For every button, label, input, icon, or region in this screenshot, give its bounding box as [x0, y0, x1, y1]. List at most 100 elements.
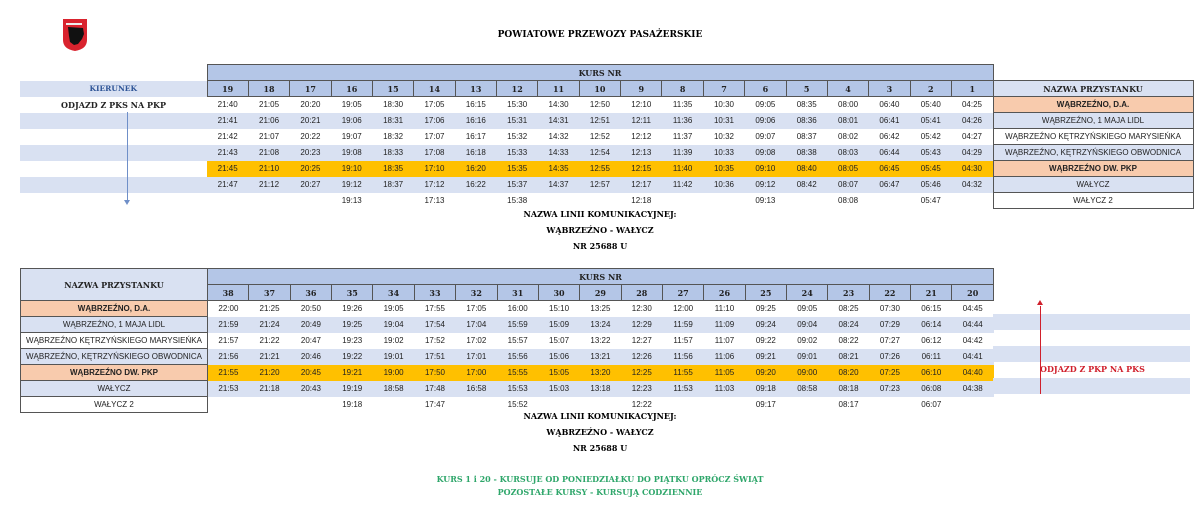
course-number: 29	[579, 284, 622, 301]
departure-time: 21:57	[218, 336, 239, 345]
note: POZOSTAŁE KURSY - KURSUJĄ CODZIENNIE	[497, 487, 703, 497]
departure-time: 12:13	[620, 144, 662, 161]
departure-time: 08:35	[796, 100, 817, 110]
kierunek-cell	[20, 144, 207, 161]
departure-time: 11:35	[672, 100, 693, 110]
departure-time: 19:01	[372, 348, 415, 365]
departure-time: 08:07	[827, 176, 869, 193]
kierunek-cell	[20, 112, 207, 129]
table-row: WĄBRZEŹNO DW. PKP 21:55 21:20 20:45 19:21 19:…	[20, 364, 994, 381]
departure-time: 12:27	[631, 336, 652, 345]
course-number: 8	[661, 80, 704, 97]
departure-time: 19:02	[383, 336, 404, 345]
departure-time: 09:21	[745, 348, 787, 365]
departure-time: 17:04	[455, 316, 498, 333]
departure-time: 19:08	[331, 144, 373, 161]
course-number: 28	[620, 284, 663, 301]
stop-name: WAŁYCZ 2	[992, 192, 1194, 209]
departure-time: 21:22	[259, 336, 280, 345]
course-number-row: KIERUNEK 19 18 17 16 15 14 13 12 11 10 9 8 7 6 5 4 3 2 1 NAZ…	[20, 80, 1194, 97]
departure-time: 15:30	[507, 100, 528, 110]
departure-time: 09:20	[745, 364, 787, 381]
departure-time: 08:03	[827, 144, 869, 161]
course-number: 18	[247, 80, 291, 97]
stop-name: WĄBRZEŹNO, 1 MAJA LIDL	[992, 112, 1194, 129]
departure-time: 17:01	[455, 348, 498, 365]
departure-time: 15:05	[538, 364, 580, 381]
departure-time: 21:40	[217, 100, 238, 110]
departure-time: 06:40	[879, 100, 900, 110]
departure-time: 21:20	[248, 364, 291, 381]
departure-time: 11:39	[661, 144, 704, 161]
departure-time: 12:29	[621, 316, 663, 333]
header-row: KURS NR	[20, 64, 1193, 81]
departure-time: 19:22	[331, 348, 373, 365]
course-number: 33	[413, 284, 457, 301]
table-row: ODJAZD Z PKS NA PKP 21:40 21:05 20:20 19:05 1…	[20, 96, 1194, 113]
departure-time: 10:33	[703, 144, 745, 161]
course-number: 3	[868, 80, 911, 97]
departure-time: 10:36	[703, 176, 745, 193]
course-number: 21	[910, 284, 953, 301]
table-row: 21:41 21:06 20:21 19:06 18:31 17:06 16:16 15:31…	[20, 112, 1194, 129]
departure-time: 09:18	[745, 380, 787, 397]
departure-time: 14:35	[537, 160, 580, 177]
departure-time: 17:52	[424, 336, 445, 345]
course-number: 20	[951, 284, 995, 301]
departure-time: 19:05	[341, 100, 362, 110]
departure-time: 17:10	[413, 160, 456, 177]
departure-time: 04:41	[951, 348, 994, 365]
departure-time: 07:26	[869, 348, 911, 365]
departure-time: 08:25	[838, 304, 859, 314]
course-number: 19	[206, 80, 249, 97]
departure-time: 05:46	[910, 176, 952, 193]
departure-time: 10:35	[703, 160, 745, 177]
departure-time: 05:45	[910, 160, 952, 177]
departure-time: 04:29	[951, 144, 994, 161]
departure-time: 12:26	[621, 348, 663, 365]
table-row: WAŁYCZ 21:53 21:18 20:43 19:19 18:58 17:48 16:5…	[20, 380, 994, 397]
departure-time	[455, 193, 496, 209]
departure-time: 08:22	[838, 336, 859, 345]
departure-time: 20:25	[289, 160, 332, 177]
departure-time: 06:07	[921, 400, 942, 409]
departure-time: 20:47	[300, 336, 321, 345]
departure-time: 20:27	[289, 176, 332, 193]
departure-time: 19:23	[342, 336, 363, 345]
departure-time: 12:23	[621, 380, 663, 397]
departure-time: 21:41	[207, 112, 249, 129]
departure-time: 12:50	[589, 100, 610, 110]
departure-time	[579, 193, 620, 209]
line-label: NAZWA LINII KOMUNIKACYJNEJ:	[523, 411, 677, 421]
departure-time: 17:08	[413, 144, 456, 161]
departure-time: 12:10	[631, 100, 652, 110]
departure-time: 17:02	[466, 336, 487, 345]
departure-time: 07:30	[879, 304, 900, 314]
table-row: WĄBRZEŹNO, 1 MAJA LIDL 21:59 21:24 20:49 19:…	[20, 316, 994, 333]
departure-time: 19:26	[342, 304, 363, 314]
departure-time: 12:54	[579, 144, 621, 161]
note: KURS 1 i 20 - KURSUJE OD PONIEDZIAŁKU DO…	[436, 474, 764, 484]
departure-time: 21:12	[248, 176, 290, 193]
stop-name: WĄBRZEŹNO, 1 MAJA LIDL	[20, 316, 208, 333]
side-band	[993, 346, 1190, 362]
kurs-nr-header: KURS NR	[206, 268, 995, 285]
direction-label: ODJAZD Z PKS NA PKP	[61, 99, 166, 110]
departure-time: 09:04	[786, 316, 828, 333]
departure-time: 21:21	[248, 348, 291, 365]
departure-time: 11:53	[662, 380, 704, 397]
departure-time: 14:37	[537, 176, 580, 193]
stop-name: WAŁYCZ	[992, 176, 1194, 193]
departure-time: 14:32	[548, 132, 569, 141]
stop-name: WĄBRZEŹNO KĘTRZYŃSKIEGO MARYSIEŃKA	[992, 128, 1194, 145]
departure-time: 06:45	[868, 160, 911, 177]
departure-time: 11:37	[672, 132, 693, 141]
departure-time	[786, 193, 827, 209]
departure-time	[207, 193, 248, 209]
departure-time: 13:25	[590, 304, 611, 314]
departure-time: 08:02	[838, 132, 859, 141]
departure-time: 11:57	[673, 336, 693, 345]
table-row: WĄBRZEŹNO, D.A. 22:00 21:25 20:50 19:26 19:05…	[20, 300, 994, 317]
kurs-nr-header: KURS NR	[206, 64, 994, 81]
course-number: 15	[371, 80, 415, 97]
